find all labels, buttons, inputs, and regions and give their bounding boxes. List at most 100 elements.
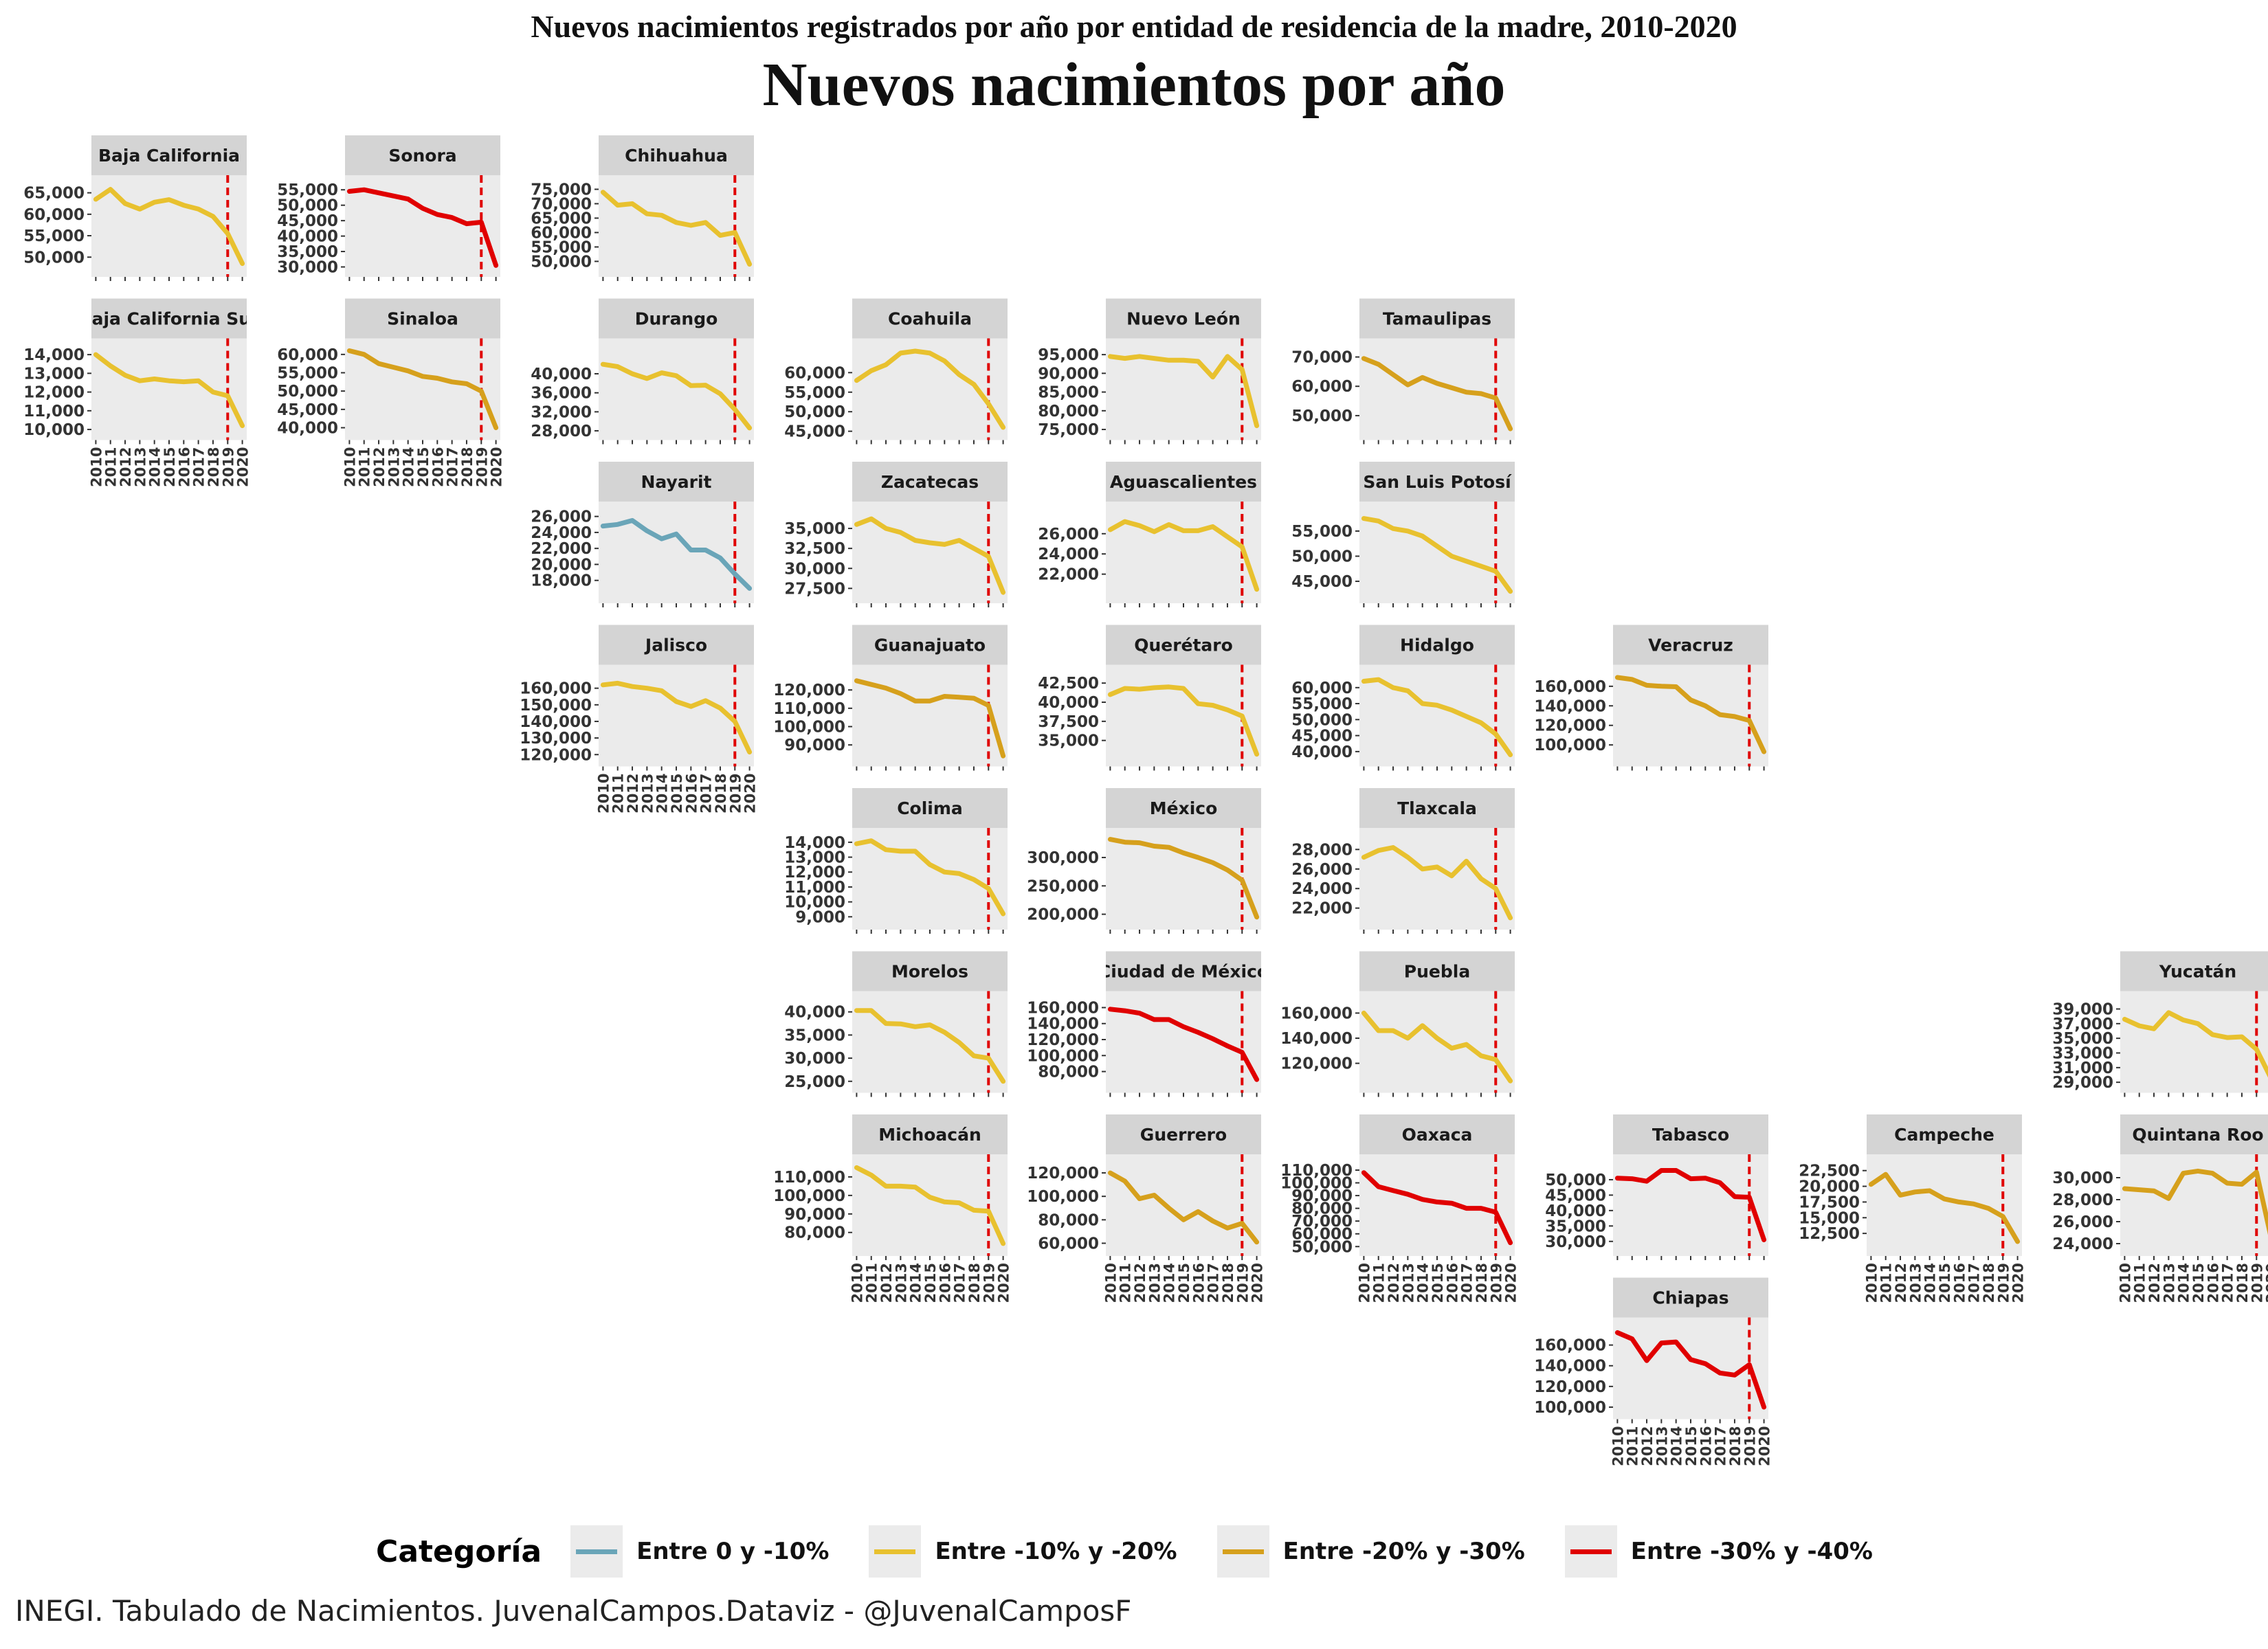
y-tick-label: 13,000 [784, 849, 845, 867]
y-tick-label: 100,000 [1534, 1399, 1606, 1417]
plot-area-tamaulipas [1359, 338, 1515, 440]
plot-area-chihuahua [599, 175, 754, 277]
panel-morelos: Morelos 25,000 30,000 35,000 40,000 [784, 951, 1008, 1097]
y-tick-label: 150,000 [520, 697, 592, 715]
series-line-oaxaca [1361, 1170, 1513, 1246]
plot-area-nuevo-leon [1106, 338, 1261, 440]
y-tick-label: 18,000 [531, 572, 592, 590]
panel-oaxaca: Oaxaca 50,00060,00070,00080,00090,000100,… [1280, 1114, 1520, 1303]
series-line-tamaulipas [1361, 356, 1513, 431]
plot-area-aguascalientes [1106, 502, 1261, 603]
series-line-nayarit [600, 518, 753, 591]
y-tick-label: 12,000 [784, 864, 845, 882]
plot-area-baja-california-sur [91, 338, 247, 440]
y-tick-label: 120,000 [1027, 1031, 1099, 1049]
plot-area-campeche [1867, 1154, 2022, 1256]
x-tick-label: 2020 [2264, 1263, 2268, 1303]
x-tick-label: 2012 [625, 773, 641, 813]
strip-label-sonora: Sonora [388, 146, 456, 166]
series-line-michoacan [854, 1165, 1006, 1246]
strip-baja-california-sur [91, 298, 247, 339]
x-tick-label: 2010 [2117, 1263, 2133, 1303]
x-tick-label: 2015 [162, 447, 178, 487]
y-tick-label: 27,500 [784, 580, 845, 598]
y-tick-label: 55,000 [277, 181, 338, 199]
panel-quintana-roo: Quintana Roo 24,000 26,000 28,000 30,000 2010… [2052, 1114, 2268, 1303]
y-tick-label: 160,000 [1280, 1005, 1353, 1022]
x-tick-label: 2017 [1966, 1263, 1983, 1303]
y-tick-label: 45,000 [277, 401, 338, 419]
series-line-sinaloa [346, 348, 499, 430]
series-line-chihuahua [600, 190, 753, 267]
x-tick-label: 2011 [2132, 1263, 2148, 1303]
strip-label-guanajuato: Guanajuato [874, 636, 986, 655]
x-tick-label: 2011 [1625, 1426, 1641, 1466]
x-tick-label: 2011 [103, 447, 120, 486]
x-tick-label: 2018 [1474, 1263, 1490, 1303]
y-tick-label: 120,000 [1534, 1378, 1606, 1396]
x-tick-label: 2017 [1205, 1263, 1222, 1303]
y-tick-label: 60,000 [1291, 1226, 1353, 1244]
panel-jalisco: Jalisco 120,000130,000140,000150,000160,0… [520, 625, 759, 814]
y-tick-label: 35,000 [277, 243, 338, 261]
x-tick-label: 2010 [88, 447, 104, 487]
x-tick-label: 2020 [742, 773, 759, 813]
x-tick-label: 2016 [1190, 1263, 1207, 1303]
legend-item-cat0: Entre 0 y -10% [570, 1525, 829, 1578]
strip-label-queretaro: Querétaro [1134, 636, 1233, 655]
y-tick-label: 37,000 [2052, 1016, 2113, 1033]
x-tick-label: 2018 [2234, 1263, 2251, 1303]
y-tick-label: 160,000 [1534, 1337, 1606, 1355]
y-tick-label: 100,000 [773, 719, 845, 737]
x-tick-label: 2011 [610, 773, 627, 813]
y-tick-label: 30,000 [277, 259, 338, 277]
x-tick-label: 2014 [1161, 1263, 1178, 1303]
strip-chihuahua [599, 135, 754, 175]
y-tick-label: 26,000 [531, 508, 592, 526]
y-tick-label: 200,000 [1027, 906, 1099, 924]
strip-puebla [1359, 951, 1515, 991]
x-tick-label: 2015 [1430, 1263, 1446, 1303]
y-tick-label: 100,000 [1534, 737, 1606, 754]
x-tick-label: 2015 [1683, 1426, 1700, 1466]
y-tick-label: 120,000 [1027, 1165, 1099, 1182]
y-tick-label: 28,000 [2052, 1191, 2113, 1209]
y-tick-label: 12,000 [23, 384, 85, 402]
caption: INEGI. Tabulado de Nacimientos. JuvenalC… [15, 1594, 1132, 1628]
strip-coahuila [852, 298, 1008, 339]
series-line-chiapas [1614, 1330, 1767, 1410]
strip-chiapas [1613, 1277, 1768, 1318]
series-line-nuevo-leon [1107, 354, 1260, 429]
y-tick-label: 45,000 [1545, 1187, 1606, 1204]
x-tick-label: 2018 [713, 774, 729, 814]
y-tick-label: 65,000 [23, 185, 85, 203]
strip-label-durango: Durango [635, 309, 718, 329]
y-tick-label: 32,500 [784, 540, 845, 558]
x-tick-label: 2016 [683, 773, 700, 813]
x-tick-label: 2015 [415, 447, 432, 487]
y-tick-label: 30,000 [784, 1050, 845, 1068]
plot-area-oaxaca [1359, 1154, 1515, 1256]
x-tick-label: 2010 [849, 1263, 865, 1303]
plot-area-mexico [1106, 828, 1261, 930]
panel-guerrero: Guerrero60,00080,000100,000120,000201020… [1027, 1114, 1266, 1303]
x-tick-label: 2014 [147, 447, 164, 487]
y-tick-label: 60,000 [784, 364, 845, 382]
y-tick-label: 140,000 [1534, 1358, 1606, 1376]
y-tick-label: 24,000 [1038, 546, 1099, 563]
y-tick-label: 100,000 [1027, 1188, 1099, 1206]
y-tick-label: 60,000 [531, 224, 592, 242]
chart-subtitle: Nuevos nacimientos registrados por año p… [531, 9, 1737, 44]
series-line-veracruz [1614, 675, 1767, 754]
y-tick-label: 40,000 [277, 420, 338, 438]
strip-tamaulipas [1359, 298, 1515, 339]
y-tick-label: 50,000 [23, 249, 85, 267]
series-line-ciudad-de-mexico [1107, 1007, 1260, 1082]
strip-colima [852, 788, 1008, 828]
strip-yucatan [2120, 951, 2268, 991]
x-tick-label: 2019 [1488, 1263, 1504, 1303]
